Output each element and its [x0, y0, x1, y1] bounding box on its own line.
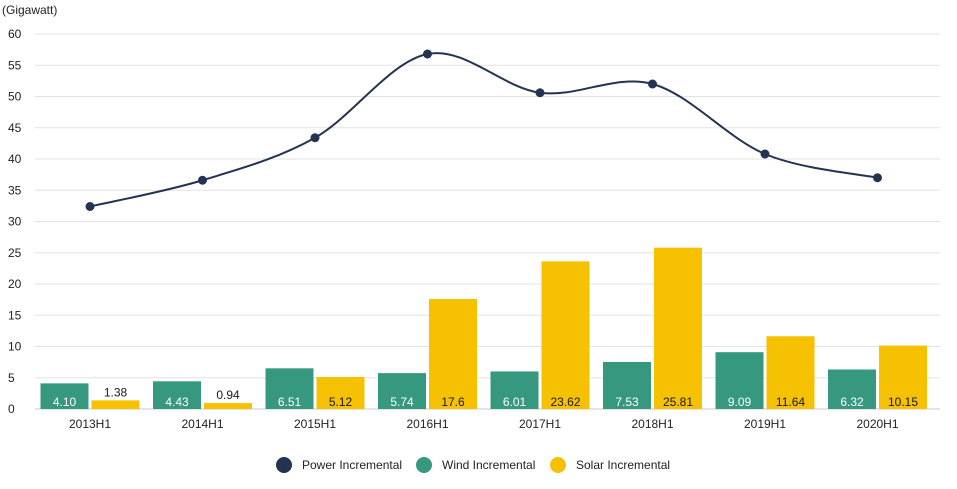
y-tick-label: 40: [8, 152, 22, 166]
wind-incremental-bar: [715, 352, 764, 409]
x-tick-label: 2018H1: [631, 417, 673, 431]
solar-incremental-bar: [91, 400, 140, 409]
wind-incremental-data-label: 9.09: [728, 395, 752, 409]
wind-incremental-bar: [490, 371, 539, 409]
legend-marker-power-incremental: [276, 457, 292, 473]
wind-incremental-data-label: 4.43: [165, 395, 189, 409]
legend-label-power-incremental: Power Incremental: [302, 458, 402, 472]
wind-incremental-bar: [603, 361, 651, 409]
solar-incremental-data-label: 5.12: [329, 395, 353, 409]
wind-incremental-data-label: 5.74: [390, 395, 414, 409]
wind-incremental-bar: [265, 368, 314, 409]
x-tick-label: 2017H1: [519, 417, 561, 431]
x-tick-label: 2014H1: [181, 417, 223, 431]
y-tick-label: 45: [8, 121, 22, 135]
wind-incremental-data-label: 6.51: [278, 395, 302, 409]
x-tick-label: 2013H1: [69, 417, 111, 431]
legend-marker-solar-incremental: [550, 457, 566, 473]
power-incremental-point: [198, 175, 207, 185]
bar-data-labels: 4.10 1.38 4.43 0.94 6.51 5.12 5.74 17.6 6.01 23.6…: [53, 385, 919, 409]
power-line-series: [85, 49, 882, 211]
y-tick-label: 30: [8, 215, 22, 229]
solar-incremental-bar: [204, 403, 252, 409]
solar-incremental-data-label: 17.6: [441, 395, 465, 409]
legend-label-solar-incremental: Solar Incremental: [576, 458, 670, 472]
power-incremental-point: [648, 79, 657, 89]
y-tick-label: 60: [8, 27, 22, 41]
solar-incremental-bar: [429, 299, 477, 409]
power-incremental-point: [760, 149, 770, 159]
power-incremental-point: [85, 202, 95, 211]
x-tick-label: 2019H1: [744, 417, 786, 431]
solar-incremental-data-label: 0.94: [216, 388, 240, 402]
x-tick-label: 2020H1: [856, 417, 898, 431]
y-tick-label: 5: [8, 371, 15, 385]
y-tick-label: 10: [8, 340, 22, 354]
legend-marker-wind-incremental: [416, 457, 432, 473]
solar-incremental-data-label: 1.38: [104, 385, 128, 399]
x-tick-label: 2015H1: [294, 417, 336, 431]
y-tick-label: 0: [8, 402, 15, 416]
wind-incremental-bar: [153, 381, 201, 409]
wind-incremental-data-label: 4.10: [53, 395, 77, 409]
solar-incremental-bar: [879, 345, 927, 409]
y-tick-labels: 0 5 10 15 20 25 30 35 40 45 50 55 60: [8, 27, 22, 416]
power-incremental-point: [310, 133, 320, 143]
solar-incremental-data-label: 10.15: [888, 395, 918, 409]
solar-incremental-data-label: 25.81: [663, 395, 693, 409]
y-axis-label: (Gigawatt): [2, 3, 57, 17]
power-incremental-line: [89, 52, 878, 208]
y-tick-label: 35: [8, 183, 22, 197]
solar-incremental-bar: [541, 261, 590, 409]
legend-label-wind-incremental: Wind Incremental: [442, 458, 535, 472]
wind-incremental-data-label: 6.01: [503, 395, 527, 409]
y-tick-label: 55: [8, 58, 22, 72]
wind-incremental-data-label: 7.53: [615, 395, 639, 409]
wind-incremental-bar: [828, 369, 876, 409]
y-tick-label: 50: [8, 90, 22, 104]
wind-incremental-data-label: 6.32: [840, 395, 864, 409]
legend: Power Incremental Wind Incremental Solar I…: [276, 457, 670, 473]
solar-incremental-bar: [654, 247, 702, 409]
y-tick-label: 25: [8, 246, 22, 260]
gridlines: [35, 33, 940, 410]
solar-incremental-bar: [766, 336, 815, 409]
power-incremental-point: [535, 88, 545, 98]
solar-incremental-data-label: 11.64: [776, 395, 805, 409]
solar-incremental-bar: [316, 377, 365, 409]
solar-incremental-data-label: 23.62: [550, 395, 580, 409]
wind-incremental-bar: [40, 383, 89, 409]
x-tick-label: 2016H1: [406, 417, 448, 431]
power-incremental-point: [873, 173, 882, 183]
y-tick-label: 20: [8, 277, 22, 291]
x-tick-labels: 2013H1 2014H1 2015H1 2016H1 2017H1 2018H1 2019…: [69, 417, 899, 431]
bars: [40, 247, 927, 409]
y-tick-label: 15: [8, 308, 22, 322]
power-incremental-point: [423, 49, 432, 59]
wind-incremental-bar: [378, 373, 426, 409]
